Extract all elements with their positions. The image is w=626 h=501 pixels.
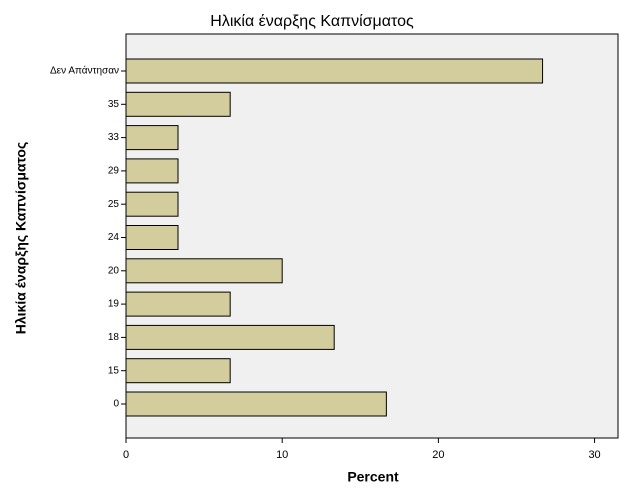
bar bbox=[125, 158, 179, 184]
y-tick-label: 25 bbox=[108, 199, 120, 210]
x-tick-label: 30 bbox=[588, 449, 600, 461]
y-tick-label: 35 bbox=[108, 99, 120, 110]
y-tick-label: 29 bbox=[108, 166, 120, 177]
x-axis-label: Percent bbox=[347, 469, 399, 485]
y-tick-label: 0 bbox=[113, 399, 119, 410]
y-tick-label: 33 bbox=[108, 132, 120, 143]
bar bbox=[125, 125, 179, 151]
bar bbox=[125, 291, 231, 317]
chart-title: Ηλικία έναρξης Καπνίσματος bbox=[210, 13, 414, 30]
y-axis-label: Ηλικία έναρξης Καπνίσματος bbox=[13, 142, 29, 335]
bar bbox=[125, 58, 544, 84]
y-tick-label: 24 bbox=[108, 232, 120, 243]
bar bbox=[125, 191, 179, 217]
bar bbox=[125, 358, 231, 384]
bar bbox=[125, 324, 335, 350]
bar bbox=[125, 258, 283, 284]
y-tick-label: Δεν Απάντησαν bbox=[50, 65, 119, 77]
x-tick-label: 10 bbox=[276, 449, 288, 461]
y-tick-label: 18 bbox=[108, 332, 120, 343]
y-tick-label: 19 bbox=[108, 299, 120, 310]
bar bbox=[125, 91, 231, 117]
y-tick-label: 20 bbox=[108, 265, 120, 276]
bar bbox=[125, 225, 179, 250]
x-tick-label: 20 bbox=[432, 449, 444, 461]
bar bbox=[125, 391, 387, 417]
x-tick-label: 0 bbox=[123, 449, 129, 461]
y-tick-label: 15 bbox=[108, 365, 120, 376]
